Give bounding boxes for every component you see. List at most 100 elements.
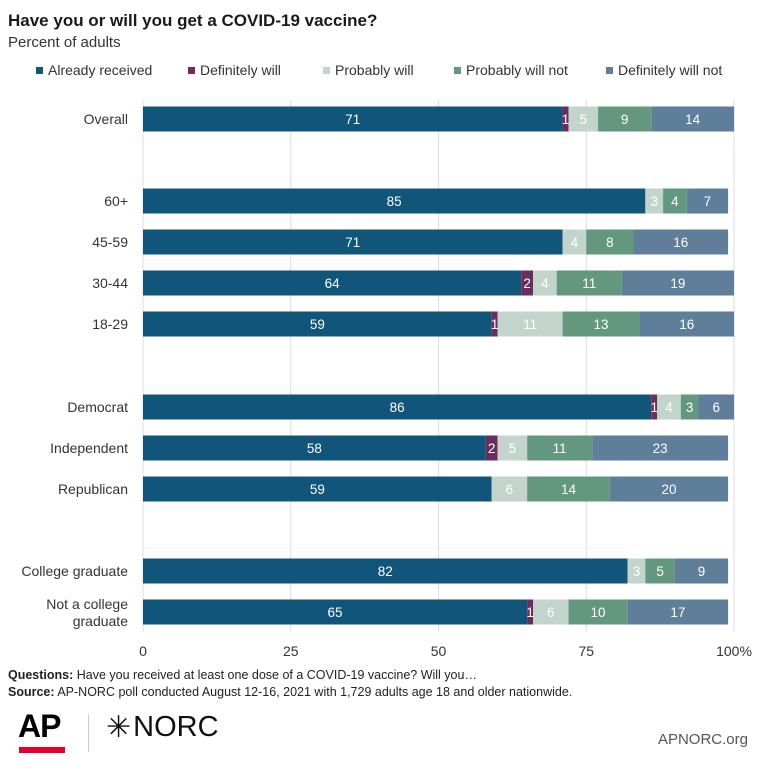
category-label: 60+ xyxy=(104,193,128,209)
data-label: 11 xyxy=(523,317,537,332)
data-label: 1 xyxy=(650,400,658,415)
questions-note: Questions: Have you received at least on… xyxy=(8,667,572,684)
apnorc-url: APNORC.org xyxy=(657,731,748,748)
data-label: 3 xyxy=(650,194,658,209)
bar-segment xyxy=(497,435,528,461)
data-label: 9 xyxy=(698,564,706,579)
legend-label: Already received xyxy=(48,62,153,78)
norc-logo-text: NORC xyxy=(133,711,219,743)
bar-segment xyxy=(663,188,687,214)
data-label: 16 xyxy=(679,317,694,332)
x-tick-label: 25 xyxy=(283,643,299,659)
bar-segment xyxy=(562,311,640,337)
data-label: 16 xyxy=(673,235,688,250)
category-label: Independent xyxy=(50,440,128,456)
bar-segment xyxy=(533,270,557,296)
data-label: 5 xyxy=(580,112,588,127)
legend-item: Probably will not xyxy=(454,62,568,78)
bar-segment xyxy=(527,476,610,502)
bar-segment xyxy=(633,229,729,255)
bar-segment xyxy=(627,599,729,625)
data-label: 64 xyxy=(325,276,341,291)
data-label: 86 xyxy=(390,400,405,415)
data-label: 71 xyxy=(345,112,360,127)
data-label: 17 xyxy=(670,605,685,620)
data-label: 6 xyxy=(713,400,721,415)
norc-logo: ✳ NORC xyxy=(106,711,219,744)
bar-segment xyxy=(521,270,534,296)
source-text: AP-NORC poll conducted August 12-16, 202… xyxy=(54,685,573,699)
bar-segment xyxy=(491,311,498,337)
category-label: 30-44 xyxy=(92,275,128,291)
bar-segment xyxy=(143,311,492,337)
legend-label: Probably will xyxy=(335,62,414,78)
category-label: Democrat xyxy=(67,399,128,415)
data-label: 71 xyxy=(345,235,360,250)
bar-segment xyxy=(143,106,563,132)
bar-segment xyxy=(657,394,681,420)
data-label: 2 xyxy=(488,441,496,456)
data-label: 58 xyxy=(307,441,322,456)
chart-notes: Questions: Have you received at least on… xyxy=(8,667,572,701)
data-label: 65 xyxy=(328,605,343,620)
x-tick-label: 0 xyxy=(139,643,147,659)
bar-segment xyxy=(645,188,664,214)
legend-swatch xyxy=(454,66,461,74)
data-label: 23 xyxy=(653,441,668,456)
x-tick-label: 100% xyxy=(716,643,752,659)
legend-item: Definitely will xyxy=(188,62,281,78)
bar-segment xyxy=(562,106,569,132)
bar-segment xyxy=(568,599,628,625)
logo-divider xyxy=(88,714,89,752)
bar-segment xyxy=(592,435,729,461)
x-tick-label: 75 xyxy=(578,643,594,659)
data-label: 85 xyxy=(387,194,402,209)
questions-label: Questions: xyxy=(8,668,74,682)
chart-subtitle: Percent of adults xyxy=(8,34,121,51)
questions-text: Have you received at least one dose of a… xyxy=(73,668,477,682)
legend-swatch xyxy=(606,66,613,74)
bar-segment xyxy=(645,558,675,584)
category-label: 45-59 xyxy=(92,234,128,250)
bar-segment xyxy=(651,394,658,420)
data-label: 13 xyxy=(594,317,609,332)
data-label: 20 xyxy=(661,482,676,497)
data-label: 11 xyxy=(553,441,567,456)
data-label: 4 xyxy=(665,400,673,415)
bar-segment xyxy=(639,311,734,337)
data-label: 1 xyxy=(491,317,499,332)
bar-segment xyxy=(143,394,652,420)
data-label: 8 xyxy=(606,235,614,250)
data-label: 14 xyxy=(561,482,577,497)
bar-segment xyxy=(609,476,729,502)
bar-segment xyxy=(698,394,734,420)
source-note: Source: AP-NORC poll conducted August 12… xyxy=(8,684,572,701)
bar-segment xyxy=(598,106,652,132)
bar-segment xyxy=(562,229,587,255)
data-label: 6 xyxy=(547,605,555,620)
data-label: 9 xyxy=(621,112,629,127)
legend-item: Probably will xyxy=(323,62,414,78)
legend-label: Definitely will not xyxy=(618,62,723,78)
data-label: 2 xyxy=(523,276,531,291)
bar-segment xyxy=(143,599,528,625)
bar-segment xyxy=(491,476,528,502)
bar-segment xyxy=(143,188,646,214)
bar-segment xyxy=(556,270,622,296)
bar-segment xyxy=(143,435,486,461)
bar-segment xyxy=(680,394,699,420)
data-label: 5 xyxy=(656,564,664,579)
bar-segment xyxy=(621,270,734,296)
data-label: 7 xyxy=(704,194,712,209)
bar-segment xyxy=(674,558,729,584)
data-label: 3 xyxy=(633,564,641,579)
category-label: Overall xyxy=(84,111,128,127)
legend-item: Already received xyxy=(36,62,152,78)
data-label: 59 xyxy=(310,317,325,332)
bar-segment xyxy=(651,106,734,132)
data-label: 10 xyxy=(591,605,606,620)
data-label: 14 xyxy=(685,112,701,127)
ap-logo-bar xyxy=(19,747,65,753)
bar-segment xyxy=(533,599,569,625)
data-label: 19 xyxy=(670,276,685,291)
